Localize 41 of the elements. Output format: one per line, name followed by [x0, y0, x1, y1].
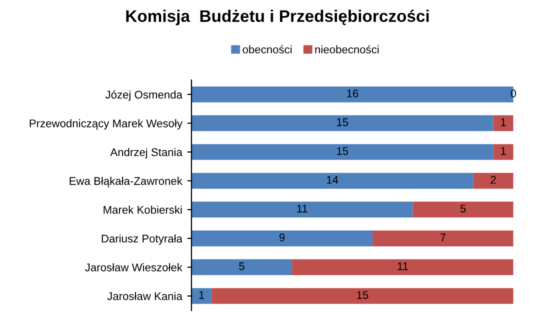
bar	[292, 259, 514, 276]
legend-label: nieobecności	[315, 45, 379, 54]
data-label: 0	[510, 90, 516, 98]
bar	[191, 259, 292, 276]
data-label: 7	[440, 234, 446, 242]
bar	[493, 115, 514, 132]
data-label: 16	[347, 90, 358, 98]
bar	[191, 288, 212, 304]
y-tick-label: Andrzej Stania	[110, 148, 182, 158]
bar	[412, 202, 514, 218]
bar	[191, 202, 413, 218]
y-tick-label: Ewa Błąkała-Zawronek	[70, 176, 182, 188]
y-tick-label: Dariusz Potyrała	[102, 234, 182, 245]
bar	[191, 115, 494, 132]
data-label: 9	[279, 234, 285, 242]
bar	[191, 172, 474, 189]
data-label: 5	[460, 204, 466, 213]
bar	[191, 230, 373, 246]
data-label: 14	[326, 176, 338, 184]
data-label: 1	[199, 291, 204, 299]
data-label: 15	[337, 118, 348, 126]
data-label: 11	[398, 262, 408, 270]
data-label: 15	[337, 147, 348, 155]
data-label: 15	[357, 291, 368, 299]
bar	[212, 288, 514, 304]
bar	[191, 144, 494, 160]
data-label: 2	[490, 176, 496, 184]
y-tick-label: Jarosław Kania	[107, 292, 182, 300]
y-tick-label: Przewodniczący Marek Wesoły	[30, 119, 182, 130]
y-tick-label: Józej Osmenda	[105, 90, 182, 101]
bar	[372, 230, 514, 246]
data-label: 1	[501, 147, 506, 155]
data-label: 5	[239, 262, 244, 270]
chart-title: Komisja Budżetu i Przedsiębiorczości	[126, 10, 429, 26]
bar	[493, 144, 514, 160]
bar	[473, 172, 514, 189]
y-tick-label: Marek Kobierski	[104, 206, 182, 214]
data-label: 11	[297, 204, 308, 212]
y-tick-label: Jarosław Wieszołek	[85, 263, 182, 272]
data-label: 1	[501, 118, 506, 126]
legend-label: obecności	[242, 45, 292, 54]
